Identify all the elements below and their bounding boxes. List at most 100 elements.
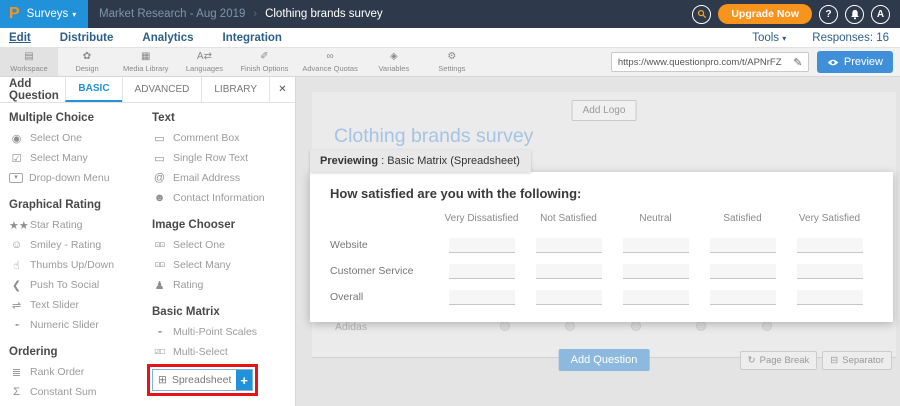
qtype-email-address[interactable]: @ Email Address — [152, 168, 295, 188]
spreadsheet-input[interactable] — [622, 289, 689, 305]
qtype-label: Star Rating — [30, 219, 83, 231]
breadcrumb-current-survey: Clothing brands survey — [265, 8, 383, 20]
radio-button — [762, 321, 772, 331]
toolbar-item-workspace[interactable]: ▤ Workspace — [0, 48, 58, 76]
qtype-single-row-text[interactable]: ▭ Single Row Text — [152, 148, 295, 168]
image-pair-icon: ⊡⊡ — [154, 262, 166, 269]
questionpro-logo: P — [9, 5, 20, 22]
toolbar-item-advance-quotas[interactable]: ∞ Advance Quotas — [295, 48, 364, 76]
qtype-numeric-slider[interactable]: ◦▪◦ Numeric Slider — [9, 315, 152, 335]
qtype-label: Select Many — [30, 152, 88, 164]
qtype-comment-box[interactable]: ▭ Comment Box — [152, 128, 295, 148]
matrix-cell — [612, 232, 699, 258]
separator-icon: ⊟ — [830, 355, 839, 366]
qtype-label: Constant Sum — [30, 386, 97, 398]
search-button[interactable] — [692, 4, 712, 24]
add-question-button[interactable]: Add Question — [558, 349, 650, 371]
spreadsheet-input[interactable] — [448, 263, 515, 279]
menu-item-analytics[interactable]: Analytics — [142, 31, 194, 44]
menu-item-edit[interactable]: Edit — [9, 31, 31, 44]
upgrade-now-button[interactable]: Upgrade Now — [718, 4, 812, 24]
spreadsheet-grid-icon: ⊞ — [158, 374, 167, 386]
breadcrumb-folder[interactable]: Market Research - Aug 2019 — [99, 8, 246, 20]
close-icon[interactable]: ✕ — [269, 77, 295, 102]
spreadsheet-input[interactable] — [535, 237, 602, 253]
qtype-image-select-many[interactable]: ⊡⊡ Select Many — [152, 255, 295, 275]
toolbar-item-variables[interactable]: ◈ Variables — [365, 48, 423, 76]
menu-item-integration[interactable]: Integration — [222, 31, 282, 44]
matrix-cell — [612, 284, 699, 310]
spreadsheet-input[interactable] — [709, 263, 776, 279]
matrix-column-header: Satisfied — [723, 213, 762, 224]
content: Add Question BASIC ADVANCED LIBRARY ✕ Mu… — [0, 77, 900, 406]
matrix-cell — [438, 258, 525, 284]
surveys-menu[interactable]: P Surveys ▾ — [0, 0, 88, 28]
toolbar-item-finish-options[interactable]: ✐ Finish Options — [233, 48, 295, 76]
matrix-row-label: Overall — [330, 291, 364, 303]
spreadsheet-input[interactable] — [796, 289, 863, 305]
separator-button[interactable]: ⊟ Separator — [822, 351, 892, 370]
tab-library[interactable]: LIBRARY — [201, 77, 269, 102]
qtype-multi-point-scales[interactable]: ◦▪◦ Multi-Point Scales — [152, 322, 295, 342]
page-break-label: Page Break — [759, 355, 810, 366]
matrix-grid: Very Dissatisfied Not Satisfied Neutral … — [330, 209, 873, 310]
page-break-button[interactable]: ↻ Page Break — [739, 351, 818, 370]
add-spreadsheet-button[interactable]: + — [236, 370, 252, 390]
spreadsheet-input[interactable] — [448, 289, 515, 305]
preview-button[interactable]: Preview — [816, 51, 893, 73]
qtype-contact-information[interactable]: ☻ Contact Information — [152, 188, 295, 208]
avatar[interactable]: A — [871, 4, 890, 24]
menu-item-distribute[interactable]: Distribute — [59, 31, 114, 44]
qtype-label: Single Row Text — [173, 152, 249, 164]
qtype-constant-sum[interactable]: Σ Constant Sum — [9, 382, 152, 402]
spreadsheet-input[interactable] — [622, 237, 689, 253]
add-question-panel: Add Question BASIC ADVANCED LIBRARY ✕ Mu… — [0, 77, 296, 406]
spreadsheet-input[interactable] — [796, 237, 863, 253]
qtype-rank-order[interactable]: ≣ Rank Order — [9, 362, 152, 382]
spreadsheet-input[interactable] — [535, 263, 602, 279]
panel-column-2: Text ▭ Comment Box ▭ Single Row Text @ E… — [147, 103, 295, 402]
rank-list-icon: ≣ — [11, 366, 22, 379]
spreadsheet-input[interactable] — [709, 289, 776, 305]
notifications-button[interactable] — [845, 4, 864, 24]
spreadsheet-input[interactable] — [535, 289, 602, 305]
spreadsheet-input[interactable] — [709, 237, 776, 253]
matrix-column-header: Not Satisfied — [540, 213, 597, 224]
qtype-spreadsheet-highlighted[interactable]: ⊞ Spreadsheet + — [147, 364, 258, 396]
qtype-smiley-rating[interactable]: ☺ Smiley - Rating — [9, 235, 152, 255]
spreadsheet-input[interactable] — [622, 263, 689, 279]
spreadsheet-input[interactable] — [448, 237, 515, 253]
menubar-right: Tools ▾ Responses: 16 — [752, 32, 891, 44]
edit-url-icon[interactable]: ✎ — [793, 56, 803, 69]
qtype-thumbs-up-down[interactable]: ☝ Thumbs Up/Down — [9, 255, 152, 275]
qtype-star-rating[interactable]: ★★ Star Rating — [9, 215, 152, 235]
tab-advanced[interactable]: ADVANCED — [121, 77, 202, 102]
spreadsheet-main: ⊞ Spreadsheet — [153, 370, 236, 390]
toolbar-item-settings[interactable]: ⚙ Settings — [423, 48, 481, 76]
add-logo-button[interactable]: Add Logo — [571, 100, 637, 121]
help-button[interactable]: ? — [819, 4, 838, 24]
qtype-select-one[interactable]: ◉ Select One — [9, 128, 152, 148]
toolbar-item-languages[interactable]: A⇄ Languages — [175, 48, 233, 76]
qtype-image-select-one[interactable]: ⊡⊡ Select One — [152, 235, 295, 255]
toolbar-item-media-library[interactable]: ▦ Media Library — [116, 48, 175, 76]
qtype-push-to-social[interactable]: ❮ Push To Social — [9, 275, 152, 295]
qtype-label: Smiley - Rating — [30, 239, 102, 251]
toolbar-item-design[interactable]: ✿ Design — [58, 48, 116, 76]
radio-icon: ◉ — [11, 132, 22, 145]
breadcrumb: Market Research - Aug 2019 › Clothing br… — [99, 8, 383, 20]
survey-url-input[interactable] — [611, 56, 788, 68]
qtype-multi-select[interactable]: ☑☐ Multi-Select — [152, 342, 295, 362]
tools-dropdown[interactable]: Tools ▾ — [752, 32, 786, 44]
qtype-image-rating[interactable]: ♟ Rating — [152, 275, 295, 295]
responses-count[interactable]: Responses: 16 — [812, 31, 889, 44]
links-icon: ∞ — [326, 51, 334, 62]
tab-basic[interactable]: BASIC — [65, 77, 122, 102]
section-heading-basic-matrix: Basic Matrix — [152, 306, 220, 318]
spreadsheet-input[interactable] — [796, 263, 863, 279]
preview-popup-body: How satisfied are you with the following… — [310, 172, 893, 322]
qtype-select-many[interactable]: ☑ Select Many — [9, 148, 152, 168]
qtype-dropdown-menu[interactable]: ▾ Drop-down Menu — [9, 168, 152, 188]
text-field-icon: ▭ — [154, 152, 165, 165]
qtype-text-slider[interactable]: ⇌ Text Slider — [9, 295, 152, 315]
